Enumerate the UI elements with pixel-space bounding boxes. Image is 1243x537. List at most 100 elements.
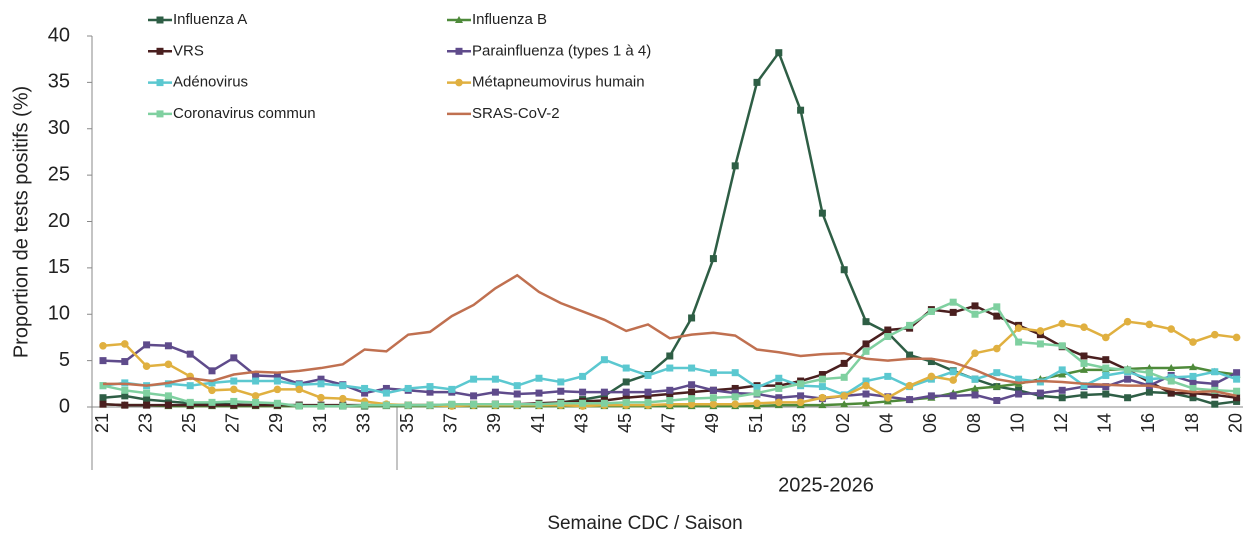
marker [1211,380,1219,388]
x-tick-label: 06 [920,413,940,433]
marker [448,385,456,393]
marker [906,321,914,329]
marker [927,358,935,366]
marker [230,354,238,362]
x-tick-label: 53 [789,413,809,433]
marker [404,384,412,392]
marker [949,368,957,376]
marker [688,388,696,396]
marker [1211,400,1219,408]
marker [666,390,674,398]
legend-label: Influenza A [173,11,247,28]
marker [491,388,499,396]
marker [99,382,107,390]
marker [688,381,696,389]
x-tick-label: 45 [615,413,635,433]
y-tick-label: 20 [48,210,70,232]
marker [1211,368,1219,376]
marker [949,308,957,316]
legend-label: Métapneumovirus humain [472,74,645,91]
marker [513,390,521,398]
marker [1189,378,1197,386]
y-tick-label: 15 [48,256,70,278]
marker [884,372,892,380]
marker [971,302,979,310]
marker [186,350,194,358]
marker [775,384,783,392]
x-tick-label: 04 [877,413,897,433]
marker [208,379,216,387]
x-tick-label: 39 [484,413,504,433]
marker [1233,387,1241,395]
marker [818,371,826,379]
marker [753,399,761,408]
marker [644,388,652,396]
marker [687,400,696,409]
marker [252,371,260,379]
marker [579,372,587,380]
marker [455,16,463,23]
y-tick-label: 30 [48,117,70,139]
marker [949,392,957,400]
marker [1167,377,1175,385]
marker [361,384,369,392]
marker [317,393,325,402]
marker [273,385,282,394]
marker [339,402,347,410]
marker [666,364,674,372]
marker [818,383,826,391]
marker [491,400,499,408]
marker [1233,375,1241,383]
marker [252,398,260,406]
marker [470,400,478,408]
marker [862,347,870,355]
marker [688,314,696,322]
marker [557,378,565,386]
marker [884,393,892,402]
marker [99,400,107,408]
x-tick-label: 02 [833,413,853,433]
marker [426,383,434,391]
marker [1145,369,1153,377]
marker [535,374,543,382]
marker [644,392,652,400]
marker [143,401,151,409]
marker [622,388,630,396]
marker [1015,386,1023,394]
marker [753,78,761,86]
marker [1124,366,1132,374]
marker [1015,338,1023,346]
marker [156,16,164,24]
marker [796,398,805,407]
marker [1036,327,1045,335]
marker [709,255,717,263]
marker [579,399,587,407]
marker [1145,320,1154,329]
marker [775,394,783,402]
marker [884,333,892,341]
legend-label: SRAS-CoV-2 [472,105,560,122]
x-tick-label: 16 [1138,413,1158,433]
marker [1145,375,1153,383]
marker [99,394,107,402]
marker [252,377,260,385]
marker [1080,352,1088,360]
marker [1036,340,1044,348]
marker [731,393,739,401]
marker [1233,397,1241,405]
marker [600,356,608,364]
marker [273,372,281,380]
marker [164,392,172,400]
y-tick-label: 5 [59,349,70,371]
marker [949,298,957,306]
marker [1058,319,1066,328]
marker [230,397,238,405]
marker [840,392,848,400]
marker [513,382,521,390]
marker [731,162,739,170]
marker [251,392,260,400]
marker [273,377,281,385]
marker [992,382,1001,390]
